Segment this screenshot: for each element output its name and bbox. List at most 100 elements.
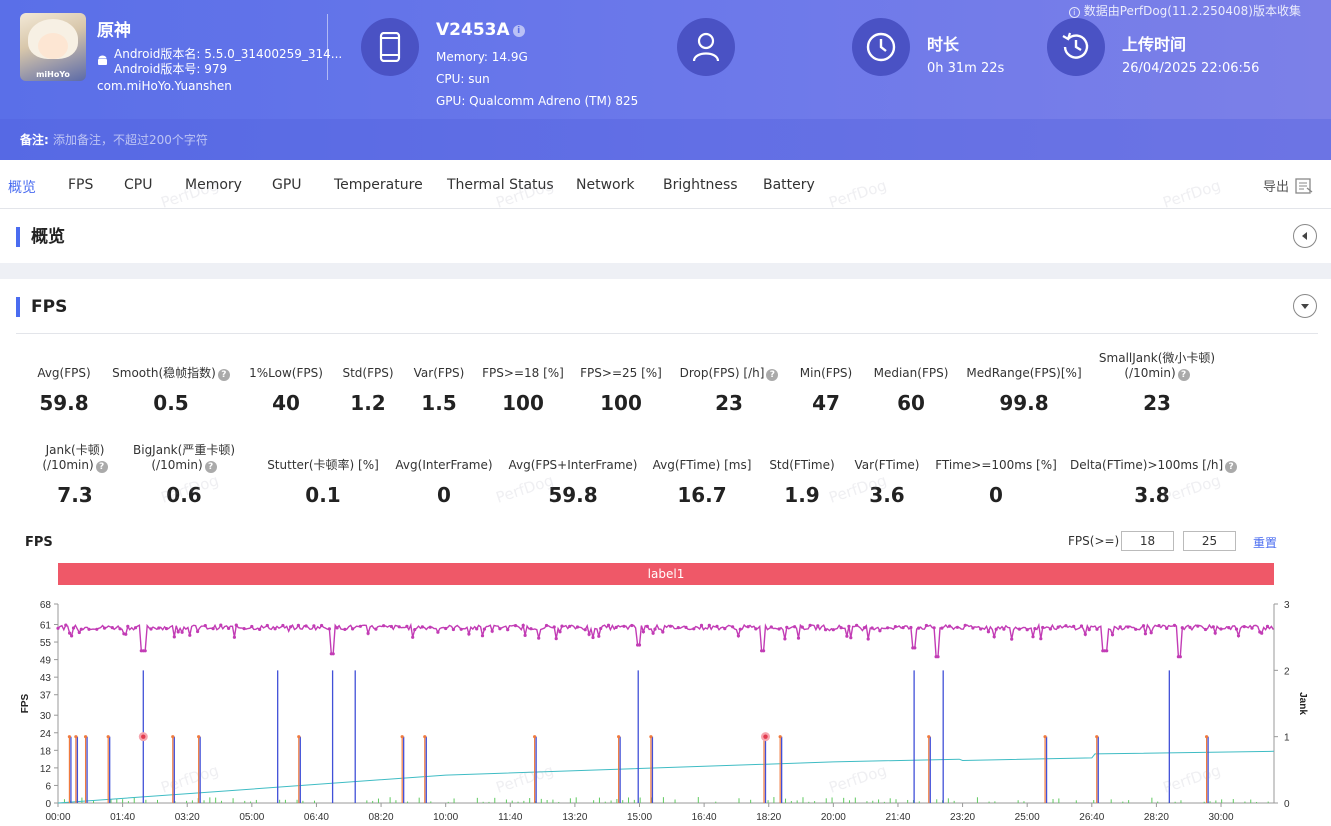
- metric-var-ftime: Var(FTime) 3.6: [854, 458, 920, 507]
- fps-point: [839, 626, 843, 630]
- fps-point: [1178, 655, 1182, 659]
- tab-fps[interactable]: FPS: [68, 177, 94, 193]
- fps-point: [172, 635, 176, 639]
- fps-point: [1213, 631, 1217, 635]
- tab-memory[interactable]: Memory: [185, 177, 242, 193]
- bigjank-point: [763, 734, 768, 739]
- x-tick-label: 15:00: [627, 812, 652, 823]
- fps-point: [606, 623, 611, 627]
- overview-collapse-button[interactable]: [1293, 224, 1317, 248]
- tab-brightness[interactable]: Brightness: [663, 177, 738, 193]
- help-icon[interactable]: ?: [217, 369, 230, 381]
- duration-title: 时长: [927, 35, 960, 54]
- y-tick-label: 24: [40, 729, 52, 740]
- y-tick-label: 18: [40, 746, 52, 757]
- jank-point: [67, 735, 72, 739]
- fps-point: [824, 628, 828, 632]
- fps-point: [849, 636, 853, 640]
- fps-point: [320, 623, 324, 628]
- help-icon[interactable]: ?: [95, 461, 108, 473]
- fps-point: [754, 627, 758, 631]
- source-note: i 数据由PerfDog(11.2.250408)版本收集: [1068, 2, 1301, 19]
- tab-cpu[interactable]: CPU: [124, 177, 153, 193]
- x-tick-label: 25:00: [1015, 812, 1040, 823]
- fps-point: [575, 625, 580, 629]
- x-tick-label: 20:00: [821, 812, 846, 823]
- y2-axis-title: Jank: [1297, 692, 1308, 715]
- fps-point: [963, 623, 967, 627]
- help-icon[interactable]: ?: [1225, 461, 1238, 473]
- tab-battery[interactable]: Battery: [763, 177, 815, 193]
- fps-point: [955, 625, 960, 629]
- reset-button[interactable]: 重置: [1253, 536, 1278, 550]
- fps-point: [645, 624, 649, 628]
- x-tick-label: 05:00: [239, 812, 264, 823]
- fps-point: [1031, 635, 1035, 639]
- fps-point: [587, 632, 591, 636]
- fps-point: [769, 625, 773, 629]
- y-tick-label: 37: [40, 691, 52, 702]
- fps-point: [521, 623, 525, 627]
- fps-point: [242, 627, 246, 631]
- fps-point: [723, 627, 727, 631]
- fps-point: [1236, 634, 1241, 638]
- fps-point: [157, 626, 161, 630]
- fps-point: [862, 626, 867, 630]
- tab-overview[interactable]: 概览: [8, 180, 36, 196]
- cumulative-stutter-line: [57, 750, 1275, 804]
- metric-avg-ftime: Avg(FTime) [ms] 16.7: [652, 458, 752, 507]
- fps-threshold-input-1[interactable]: 18: [1121, 531, 1174, 551]
- fps-point: [1180, 626, 1184, 630]
- x-tick-label: 06:40: [304, 812, 329, 823]
- tab-gpu[interactable]: GPU: [272, 177, 302, 193]
- fps-collapse-button[interactable]: [1293, 294, 1317, 318]
- fps-point: [506, 628, 510, 632]
- y2-tick-label: 0: [1284, 799, 1290, 810]
- fps-point: [382, 624, 386, 628]
- fps-point: [1056, 625, 1060, 629]
- export-button[interactable]: 导出: [1263, 176, 1313, 195]
- jank-point: [1204, 735, 1209, 739]
- fps-point: [411, 635, 415, 639]
- fps-filter-label: FPS(>=): [1068, 534, 1120, 548]
- fps-point: [289, 625, 293, 629]
- fps-point: [164, 627, 169, 631]
- fps-point: [64, 623, 68, 627]
- fps-point: [948, 624, 952, 628]
- fps-point: [498, 627, 502, 631]
- fps-point: [913, 646, 917, 650]
- fps-point: [118, 627, 122, 631]
- metric-ftime-ge-100: FTime>=100ms [%] 0: [935, 458, 1057, 507]
- fps-point: [1172, 623, 1177, 627]
- device-gpu: GPU: Qualcomm Adreno (TM) 825: [436, 94, 639, 108]
- tab-temperature[interactable]: Temperature: [334, 177, 423, 193]
- fps-point: [331, 652, 335, 656]
- tab-network[interactable]: Network: [576, 177, 635, 193]
- help-icon[interactable]: ?: [1177, 369, 1190, 381]
- fps-point: [467, 632, 471, 636]
- fps-point: [591, 635, 595, 640]
- fps-point: [641, 630, 646, 634]
- y-tick-label: 68: [40, 600, 52, 611]
- help-icon[interactable]: ?: [766, 369, 779, 381]
- label-bar[interactable]: label1: [58, 563, 1274, 585]
- tab-thermal-status[interactable]: Thermal Status: [447, 177, 554, 193]
- note-input[interactable]: 添加备注，不超过200个字符: [53, 133, 208, 147]
- x-tick-label: 03:20: [175, 812, 200, 823]
- device-name-text: V2453A: [436, 20, 510, 40]
- fps-point: [783, 637, 787, 641]
- fps-point: [1149, 631, 1153, 635]
- export-icon: [1295, 177, 1313, 194]
- jank-point: [533, 735, 537, 739]
- fps-point: [219, 623, 223, 627]
- fps-point: [95, 627, 99, 631]
- device-info-icon[interactable]: i: [512, 25, 525, 37]
- fps-point: [661, 630, 665, 634]
- y-tick-label: 61: [40, 620, 52, 631]
- fps-point: [459, 627, 463, 631]
- jank-point: [297, 735, 301, 739]
- fps-threshold-input-2[interactable]: 25: [1183, 531, 1236, 551]
- fps-point: [444, 626, 448, 631]
- help-icon[interactable]: ?: [204, 461, 217, 473]
- user-icon[interactable]: [677, 18, 735, 76]
